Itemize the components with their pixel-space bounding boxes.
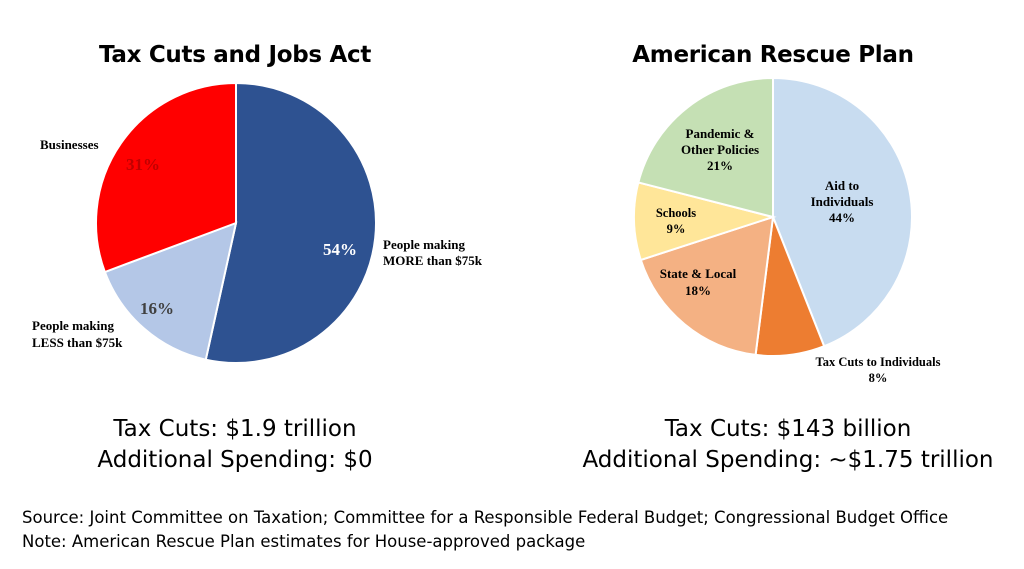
tcja-spending-text: Additional Spending: $0 [97,447,373,473]
note-footnote: Note: American Rescue Plan estimates for… [22,532,586,551]
arp-label-schools: Schools 9% [656,206,696,236]
tcja-value-label-more: 54% [323,240,357,259]
tcja-pie: 54% People making MORE than $75k 16% People … [32,81,483,364]
arp-label-pandemic: Pandemic & Other Policies 21% [681,126,759,173]
tcja-slice-1 [103,221,238,361]
tcja-slice-label-more: People making MORE than $75k [383,237,483,268]
tcja-tax-cuts-text: Tax Cuts: $1.9 trillion [113,416,357,442]
arp-spending-text: Additional Spending: ~$1.75 trillion [582,447,994,473]
arp-summary: Tax Cuts: $143 billion Additional Spendi… [540,414,1024,476]
arp-slice-0 [772,76,913,348]
tcja-slice-label-less: People making LESS than $75k [32,318,123,350]
tcja-value-label-business: 31% [126,155,160,174]
arp-pie: Aid to Individuals 44% Tax Cuts to Individu… [633,76,941,385]
arp-label-tax-cuts: Tax Cuts to Individuals 8% [816,355,941,385]
arp-tax-cuts-text: Tax Cuts: $143 billion [664,416,912,442]
tcja-slice-0 [204,81,377,364]
tcja-slice-label-business: Businesses [40,137,99,152]
arp-label-state-local: State & Local 18% [660,266,737,298]
source-footnote: Source: Joint Committee on Taxation; Com… [22,508,949,527]
arp-slice-3 [633,181,777,262]
arp-slice-2 [639,215,775,357]
arp-label-aid: Aid to Individuals 44% [811,178,874,225]
tcja-chart-title: Tax Cuts and Jobs Act [98,42,372,68]
tcja-value-label-less: 16% [140,299,174,318]
arp-slice-4 [637,76,774,219]
arp-chart-title: American Rescue Plan [632,42,914,68]
tcja-summary: Tax Cuts: $1.9 trillion Additional Spend… [0,414,470,476]
tcja-slice-2 [95,81,237,274]
